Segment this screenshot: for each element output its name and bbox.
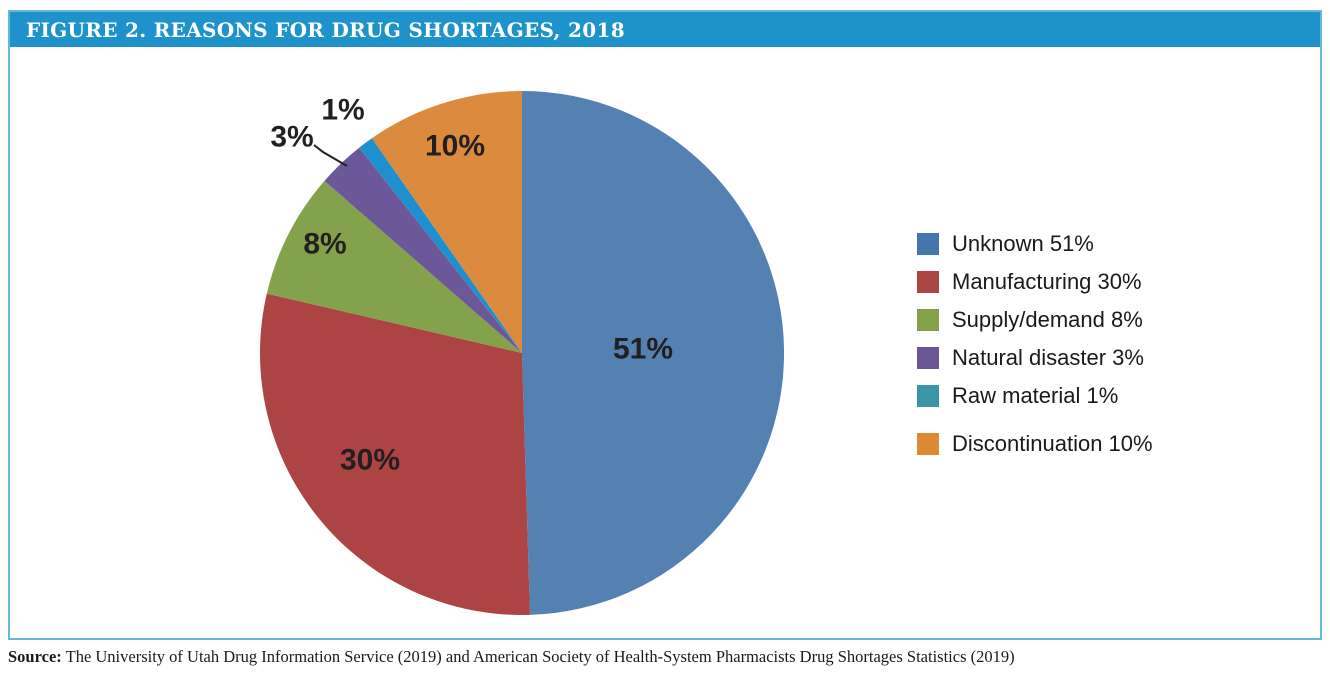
pie-slice-raw-material [359,138,522,353]
legend-swatch [917,433,939,455]
legend-item-supply-demand: Supply/demand 8% [917,309,1153,331]
legend-label: Natural disaster 3% [952,345,1144,370]
pie-slice-unknown [522,90,785,615]
chart-legend: Unknown 51% Manufacturing 30% Supply/deman… [917,233,1153,471]
pie-slice-manufacturing [260,293,530,616]
legend-item-manufacturing: Manufacturing 30% [917,271,1153,293]
legend-label: Discontinuation 10% [952,431,1153,456]
pie-value-label-discontinuation: 10% [425,130,485,163]
legend-label: Supply/demand 8% [952,307,1143,332]
legend-swatch [917,347,939,369]
source-line: Source: The University of Utah Drug Info… [8,647,1318,667]
legend-swatch [917,271,939,293]
legend-swatch [917,385,939,407]
pie-value-label-raw-material: 1% [321,94,364,127]
source-label: Source: [8,647,62,666]
figure-box: FIGURE 2. REASONS FOR DRUG SHORTAGES, 20… [8,10,1322,640]
legend-item-discontinuation: Discontinuation 10% [917,433,1153,455]
legend-swatch [917,309,939,331]
source-text: The University of Utah Drug Information … [65,647,1015,666]
legend-item-raw-material: Raw material 1% [917,385,1153,407]
legend-item-unknown: Unknown 51% [917,233,1153,255]
pie-slice-supply-demand [266,180,522,353]
legend-label: Manufacturing 30% [952,269,1142,294]
legend-item-natural-disaster: Natural disaster 3% [917,347,1153,369]
legend-label: Raw material 1% [952,383,1119,408]
pie-slice-natural-disaster [324,147,522,353]
pie-value-label-unknown: 51% [613,333,673,366]
pie-chart: 51% 30% 8% 3%1% 10% [260,90,785,616]
legend-swatch [917,233,939,255]
figure-title: FIGURE 2. REASONS FOR DRUG SHORTAGES, 20… [26,17,625,42]
legend-label: Unknown 51% [952,231,1094,256]
pie-value-label-natural-disaster: 3% [270,121,313,154]
figure-title-bar: FIGURE 2. REASONS FOR DRUG SHORTAGES, 20… [10,12,1320,47]
pie-value-label-manufacturing: 30% [340,444,400,477]
label-leader-line [313,144,348,167]
pie-slice-discontinuation [371,91,522,353]
pie-value-label-supply-demand: 8% [303,228,346,261]
